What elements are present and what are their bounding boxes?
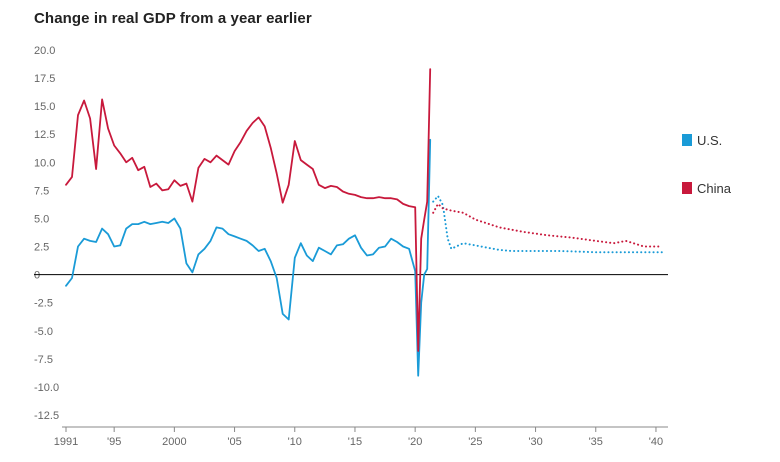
x-tick-label: '25 bbox=[468, 436, 482, 448]
chart-title: Change in real GDP from a year earlier bbox=[34, 10, 312, 27]
x-tick-label: '95 bbox=[107, 436, 121, 448]
y-tick-label: -10.0 bbox=[34, 382, 59, 394]
y-tick-label: 20.0 bbox=[34, 45, 55, 57]
x-tick-label: 2000 bbox=[162, 436, 186, 448]
legend-item-us-label: U.S. bbox=[697, 133, 722, 148]
x-tick-label: '10 bbox=[288, 436, 302, 448]
x-tick-label: '35 bbox=[589, 436, 603, 448]
y-tick-label: 5.0 bbox=[34, 213, 49, 225]
y-tick-label: 0 bbox=[34, 270, 40, 282]
x-tick-label: '15 bbox=[348, 436, 362, 448]
y-tick-label: -12.5 bbox=[34, 410, 59, 422]
series-line-u-s-forecast bbox=[432, 195, 663, 254]
x-tick-label: '40 bbox=[649, 436, 663, 448]
x-tick-label: '30 bbox=[528, 436, 542, 448]
y-tick-label: -5.0 bbox=[34, 326, 53, 338]
series-line-china-forecast bbox=[432, 202, 663, 248]
y-tick-label: 2.5 bbox=[34, 242, 49, 254]
legend-item-us-swatch bbox=[682, 134, 692, 146]
y-tick-label: -2.5 bbox=[34, 298, 53, 310]
y-tick-label: 17.5 bbox=[34, 73, 55, 85]
y-tick-label: 10.0 bbox=[34, 157, 55, 169]
legend-item-china-label: China bbox=[697, 181, 732, 196]
y-tick-label: 15.0 bbox=[34, 101, 55, 113]
x-tick-label: '05 bbox=[227, 436, 241, 448]
series-line-china bbox=[65, 68, 432, 352]
y-tick-label: 7.5 bbox=[34, 185, 49, 197]
y-tick-label: -7.5 bbox=[34, 354, 53, 366]
series-line-u-s bbox=[65, 138, 432, 377]
x-tick-label: '20 bbox=[408, 436, 422, 448]
x-tick-label: 1991 bbox=[54, 436, 78, 448]
legend-item-china-swatch bbox=[682, 182, 692, 194]
y-tick-label: 12.5 bbox=[34, 129, 55, 141]
